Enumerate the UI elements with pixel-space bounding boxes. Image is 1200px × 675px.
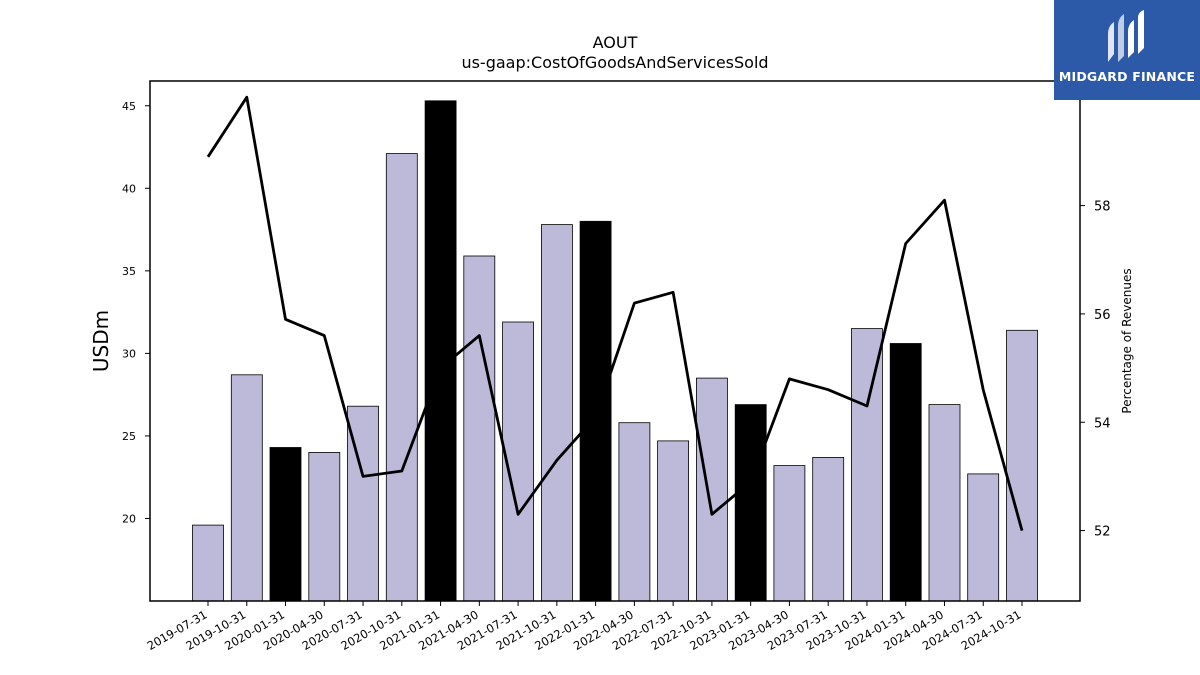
y-tick-label: 45 [122, 100, 136, 113]
bar-2020-01-31 [269, 447, 302, 602]
bar-2020-04-30 [308, 451, 341, 602]
y-axis-right-label: Percentage of Revenues [1120, 268, 1134, 413]
bar-2023-07-31 [812, 456, 845, 602]
midgard-finance-logo: MIDGARD FINANCE [1054, 0, 1200, 100]
y-tick-label: 30 [122, 347, 136, 360]
y-tick-label: 20 [122, 512, 136, 525]
chart-subtitle: us-gaap:CostOfGoodsAndServicesSold [461, 53, 768, 72]
line-layer [206, 95, 1024, 531]
y-right-tick-label: 56 [1094, 308, 1111, 323]
midgard-logo-icon [1108, 10, 1144, 62]
bar-2024-01-31 [889, 343, 922, 602]
y-axis-label: USDm [89, 310, 113, 372]
right-axis: 52 54 56 58 [1080, 200, 1111, 540]
percentage-line [206, 95, 1024, 531]
bar-2019-07-31 [192, 524, 224, 602]
bar-2022-07-31 [657, 440, 689, 602]
bars-layer [192, 100, 1038, 602]
bar-2020-10-31 [385, 153, 418, 602]
x-axis: 2019-07-312019-10-312020-01-312020-04-30… [145, 601, 1024, 653]
bar-2023-10-31 [851, 328, 883, 602]
bar-2022-10-31 [696, 377, 728, 602]
bar-2021-10-31 [541, 224, 573, 602]
y-right-tick-label: 58 [1094, 200, 1111, 215]
bar-2022-04-30 [618, 422, 651, 602]
bar-2023-01-31 [734, 404, 767, 602]
plot-frame [149, 80, 1081, 602]
y-tick-label: 40 [122, 182, 136, 195]
bar-2024-04-30 [928, 404, 961, 602]
y-tick-label: 25 [122, 430, 136, 443]
bar-2024-10-31 [1006, 329, 1038, 602]
bar-2024-07-31 [967, 473, 1000, 602]
bar-2023-04-30 [773, 465, 806, 602]
left-axis: 20 25 30 35 40 45 [122, 100, 150, 525]
bar-2021-04-30 [463, 255, 496, 602]
chart-title: AOUT [593, 33, 638, 52]
bar-2022-01-31 [579, 220, 612, 602]
y-right-tick-label: 52 [1094, 525, 1111, 540]
bar-2019-10-31 [230, 374, 263, 602]
y-right-tick-label: 54 [1094, 416, 1111, 431]
logo-text: MIDGARD FINANCE [1058, 69, 1196, 84]
bar-2021-01-31 [424, 100, 457, 602]
y-tick-label: 35 [122, 265, 136, 278]
